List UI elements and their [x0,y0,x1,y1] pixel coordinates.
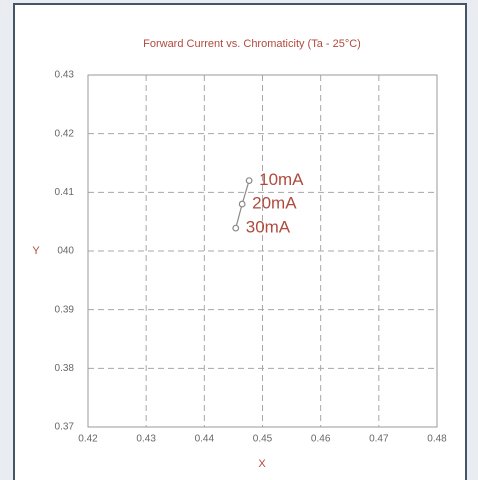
x-tick-label: 0.47 [369,434,389,445]
x-tick-label: 0.43 [136,434,156,445]
x-axis-label: X [258,458,266,470]
x-tick-label: 0.46 [311,434,331,445]
point-label: 30mA [246,218,291,237]
point-label: 20mA [252,194,297,213]
x-tick-label: 0.45 [253,434,273,445]
x-tick-label: 0.44 [195,434,215,445]
x-tick-label: 0.48 [427,434,447,445]
y-tick-label: 0.39 [55,304,75,315]
point-label: 10mA [259,170,304,189]
point [238,200,246,208]
x-tick-label: 0.42 [78,434,98,445]
y-tick-label: 0.43 [55,70,75,81]
y-tick-label: 0.37 [55,422,75,433]
point [232,224,240,232]
plot-frame [87,74,438,428]
chart-title: Forward Current vs. Chromaticity (Ta - 2… [143,38,361,50]
y-axis-label: Y [32,245,40,257]
y-tick-label: 0.42 [55,128,75,139]
y-tick-label: 040 [57,246,74,257]
point [245,177,253,185]
panel [13,3,467,480]
y-tick-label: 0.41 [55,187,75,198]
y-tick-label: 0.38 [55,363,75,374]
